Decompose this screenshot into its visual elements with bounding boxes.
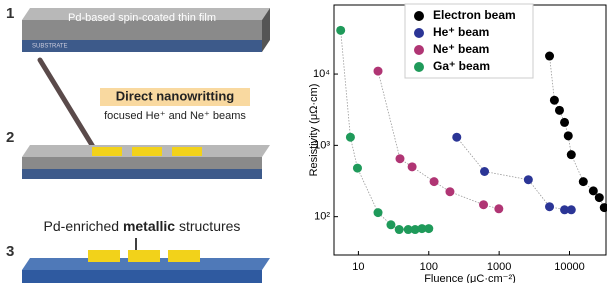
text: metallic — [123, 218, 175, 234]
substrate — [22, 270, 262, 283]
data-point — [336, 26, 345, 35]
y-tick-label: 10² — [314, 211, 330, 223]
step3-text: Pd-enriched metallic structures — [44, 218, 241, 234]
text: structures — [175, 218, 240, 234]
data-point — [374, 67, 383, 76]
y-tick-label: 10³ — [314, 139, 330, 151]
pattern — [128, 250, 160, 262]
y-tick-label: 10⁴ — [313, 68, 330, 80]
legend-marker — [414, 28, 424, 38]
beam-tip — [40, 60, 95, 150]
data-point — [452, 133, 461, 142]
data-point — [374, 208, 383, 217]
pattern — [88, 250, 120, 262]
legend-marker — [414, 62, 424, 72]
connector-line — [550, 56, 605, 208]
film — [22, 157, 262, 169]
substrate — [22, 169, 262, 179]
x-tick-label: 10000 — [554, 261, 585, 273]
legend-label: Ne⁺ beam — [433, 42, 489, 56]
x-tick-label: 100 — [420, 261, 438, 273]
film-label: Pd-based spin-coated thin film — [68, 12, 216, 24]
data-point — [595, 193, 604, 202]
data-point — [445, 187, 454, 196]
data-point — [353, 164, 362, 173]
step-number: 1 — [6, 5, 14, 22]
data-point — [424, 224, 433, 233]
legend-label: Electron beam — [433, 8, 516, 22]
data-point — [567, 205, 576, 214]
data-point — [524, 175, 533, 184]
data-point — [545, 52, 554, 61]
substrate-label: SUBSTRATE — [32, 44, 68, 50]
legend-label: He⁺ beam — [433, 25, 489, 39]
connector-line — [457, 137, 572, 210]
data-point — [555, 106, 564, 115]
data-point — [600, 203, 607, 212]
connector-line — [378, 71, 499, 209]
data-point — [386, 220, 395, 229]
data-point — [395, 154, 404, 163]
pattern — [92, 147, 122, 156]
data-point — [479, 200, 488, 209]
data-point — [430, 177, 439, 186]
text: Pd-enriched — [44, 218, 123, 234]
legend-marker — [414, 11, 424, 21]
data-point — [550, 96, 559, 105]
data-point — [545, 202, 554, 211]
step2-title: Direct nanowritting — [116, 88, 235, 103]
x-tick-label: 1000 — [487, 261, 511, 273]
step2-subtitle: focused He⁺ and Ne⁺ beams — [104, 110, 246, 122]
pattern — [168, 250, 200, 262]
data-point — [579, 177, 588, 186]
data-point — [494, 204, 503, 213]
data-point — [589, 186, 598, 195]
x-tick-label: 10 — [352, 261, 364, 273]
y-axis-label: Resistivity (μΩ·cm) — [308, 84, 320, 177]
step-number: 3 — [6, 243, 14, 260]
data-point — [567, 150, 576, 159]
data-point — [564, 131, 573, 140]
pattern — [132, 147, 162, 156]
data-point — [346, 133, 355, 142]
step-number: 2 — [6, 129, 14, 146]
legend-marker — [414, 45, 424, 55]
x-axis-label: Fluence (μC·cm⁻²) — [424, 273, 516, 283]
data-point — [480, 167, 489, 176]
data-point — [395, 225, 404, 234]
data-point — [408, 162, 417, 171]
data-point — [560, 118, 569, 127]
pattern — [172, 147, 202, 156]
legend-label: Ga⁺ beam — [433, 59, 490, 73]
figure: 1 Pd-based spin-coated thin film SUBSTRA… — [0, 0, 607, 283]
